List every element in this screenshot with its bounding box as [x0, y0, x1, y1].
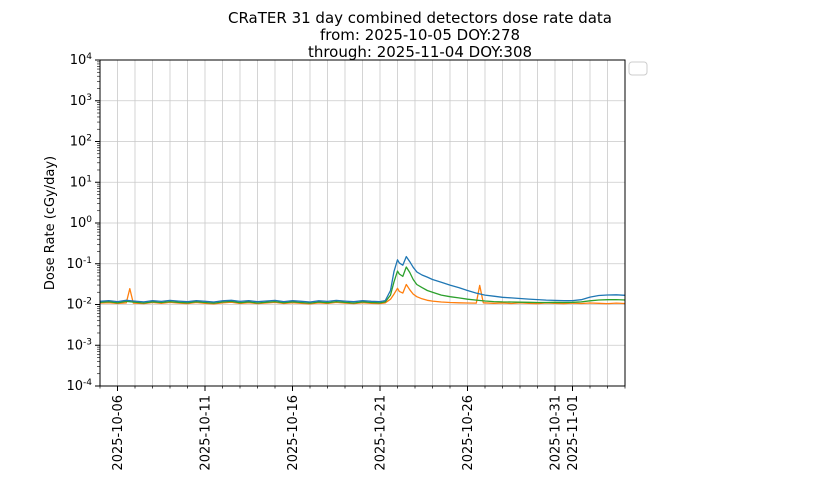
y-tick-label: 100 — [70, 215, 93, 231]
x-tick-label: 2025-10-11 — [199, 395, 214, 471]
y-tick-label: 10-2 — [66, 297, 92, 313]
y-tick-label: 10-3 — [66, 337, 92, 353]
y-axis-label: Dose Rate (cGy/day) — [43, 156, 58, 290]
y-tick-label: 102 — [70, 134, 92, 150]
chart-title-block: CRaTER 31 day combined detectors dose ra… — [0, 10, 840, 61]
chart-title: CRaTER 31 day combined detectors dose ra… — [227, 9, 612, 27]
series-blue-line — [99, 255, 626, 303]
x-tick-label: 2025-10-21 — [374, 395, 389, 471]
x-tick-label: 2025-10-16 — [286, 395, 301, 471]
x-tick-label: 2025-10-06 — [111, 395, 126, 471]
x-tick-label: 2025-10-31 — [549, 395, 564, 471]
series-green-line — [99, 266, 626, 304]
legend-box — [628, 61, 648, 76]
series-orange-line — [99, 283, 626, 305]
chart-subtitle-through: through: 2025-11-04 DOY:308 — [307, 43, 533, 61]
chart-subtitle-from: from: 2025-10-05 DOY:278 — [319, 26, 521, 44]
grid-lines — [99, 59, 626, 387]
y-tick-label: 104 — [70, 52, 93, 68]
y-tick-label: 10-4 — [66, 378, 92, 394]
y-tick-label: 103 — [70, 93, 92, 109]
x-tick-label: 2025-10-26 — [461, 395, 476, 471]
y-tick-label: 101 — [70, 174, 92, 190]
y-axis: 104 103 102 101 100 10-1 10-2 10-3 10-4 — [66, 52, 100, 394]
y-tick-label: 10-1 — [66, 256, 92, 272]
x-axis: 2025-10-06 2025-10-11 2025-10-16 2025-10-21… — [99, 386, 626, 471]
x-tick-label: 2025-11-01 — [566, 395, 581, 471]
